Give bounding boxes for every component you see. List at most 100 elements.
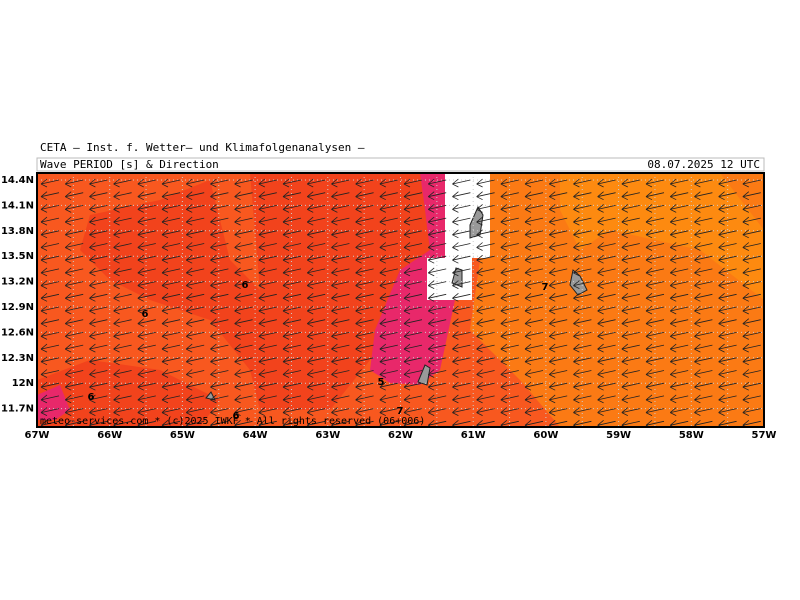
lon-label: 66W: [97, 430, 122, 441]
direction-arrow: [742, 191, 761, 201]
direction-arrow: [282, 242, 302, 251]
direction-arrow: [40, 318, 60, 328]
direction-arrow: [427, 280, 447, 289]
contour-label: 5: [378, 377, 385, 388]
direction-arrow: [427, 369, 447, 378]
direction-arrow: [210, 292, 229, 302]
direction-arrow: [89, 178, 108, 188]
direction-arrow: [718, 229, 737, 239]
direction-arrow: [452, 343, 471, 353]
direction-arrow: [476, 204, 495, 213]
direction-arrow: [89, 229, 108, 239]
direction-arrow: [669, 318, 689, 328]
direction-arrow: [379, 318, 398, 328]
direction-arrow: [185, 267, 205, 277]
direction-arrow: [161, 242, 181, 251]
direction-arrow: [694, 369, 713, 378]
direction-arrow: [427, 178, 447, 188]
direction-arrow: [161, 305, 181, 315]
direction-arrow: [306, 216, 326, 226]
direction-arrow: [89, 280, 108, 289]
direction-arrow: [476, 242, 495, 251]
direction-arrow: [161, 229, 181, 239]
direction-arrow: [597, 178, 616, 188]
direction-arrow: [258, 381, 277, 391]
direction-arrow: [524, 267, 544, 277]
direction-arrow: [597, 267, 616, 277]
direction-arrow: [669, 242, 689, 251]
direction-arrow: [669, 331, 689, 340]
direction-arrow: [573, 204, 592, 213]
direction-arrow: [113, 204, 132, 213]
direction-arrow: [234, 229, 253, 239]
direction-arrow: [621, 394, 640, 404]
direction-arrow: [355, 280, 374, 289]
direction-arrow: [185, 229, 205, 239]
subtitle-bar: [36, 157, 765, 172]
direction-arrow: [573, 318, 592, 328]
lat-label: 14.4N: [1, 175, 34, 186]
valid-time: 08.07.2025 12 UTC: [647, 158, 760, 171]
direction-arrow: [113, 267, 132, 277]
direction-arrow: [403, 318, 423, 328]
direction-arrow: [573, 369, 592, 378]
direction-arrow: [258, 254, 277, 264]
direction-arrow: [306, 267, 326, 277]
direction-arrow: [64, 292, 84, 302]
direction-arrow: [427, 305, 447, 315]
direction-arrow: [258, 331, 277, 340]
island: [417, 364, 431, 386]
lat-label: 12.9N: [1, 302, 34, 313]
direction-arrow: [306, 280, 326, 289]
contour-label: 6: [233, 411, 240, 422]
direction-arrow: [306, 191, 326, 201]
direction-arrow: [185, 280, 205, 289]
lat-label: 13.8N: [1, 226, 34, 237]
direction-arrow: [282, 318, 302, 328]
direction-arrow: [137, 254, 156, 264]
direction-arrow: [403, 267, 423, 277]
direction-arrow: [718, 318, 737, 328]
direction-arrow: [306, 356, 326, 366]
lon-label: 58W: [679, 430, 704, 441]
lon-label: 59W: [606, 430, 631, 441]
direction-arrow: [694, 280, 713, 289]
direction-arrow: [161, 394, 181, 404]
direction-arrow: [282, 343, 302, 353]
direction-arrow: [500, 369, 519, 378]
direction-arrow: [669, 305, 689, 315]
direction-arrow: [234, 407, 253, 416]
field-red: [80, 173, 440, 410]
direction-arrow: [403, 292, 423, 302]
direction-arrow: [161, 343, 181, 353]
direction-arrow: [210, 343, 229, 353]
direction-arrow: [645, 267, 665, 277]
direction-arrow: [524, 356, 544, 366]
direction-arrow: [427, 292, 447, 302]
direction-arrow: [427, 267, 447, 277]
direction-arrow: [258, 216, 277, 226]
direction-arrow: [403, 178, 423, 188]
direction-arrow: [331, 407, 350, 416]
direction-arrow: [742, 331, 761, 340]
direction-arrow: [548, 292, 568, 302]
direction-arrow: [331, 229, 350, 239]
direction-arrow: [500, 356, 519, 366]
direction-arrow: [548, 394, 568, 404]
direction-arrow: [355, 356, 374, 366]
direction-arrow: [64, 318, 84, 328]
direction-arrow: [379, 254, 398, 264]
direction-arrow: [476, 343, 495, 353]
direction-arrow: [185, 407, 205, 416]
direction-arrow: [742, 381, 761, 391]
direction-arrow: [89, 343, 108, 353]
direction-arrow: [573, 280, 592, 289]
direction-arrow: [597, 356, 616, 366]
direction-arrow: [137, 229, 156, 239]
direction-arrow: [500, 331, 519, 340]
direction-arrow: [113, 381, 132, 391]
direction-arrow: [742, 254, 761, 264]
direction-arrow: [137, 191, 156, 201]
direction-arrow: [403, 305, 423, 315]
direction-arrow: [64, 369, 84, 378]
